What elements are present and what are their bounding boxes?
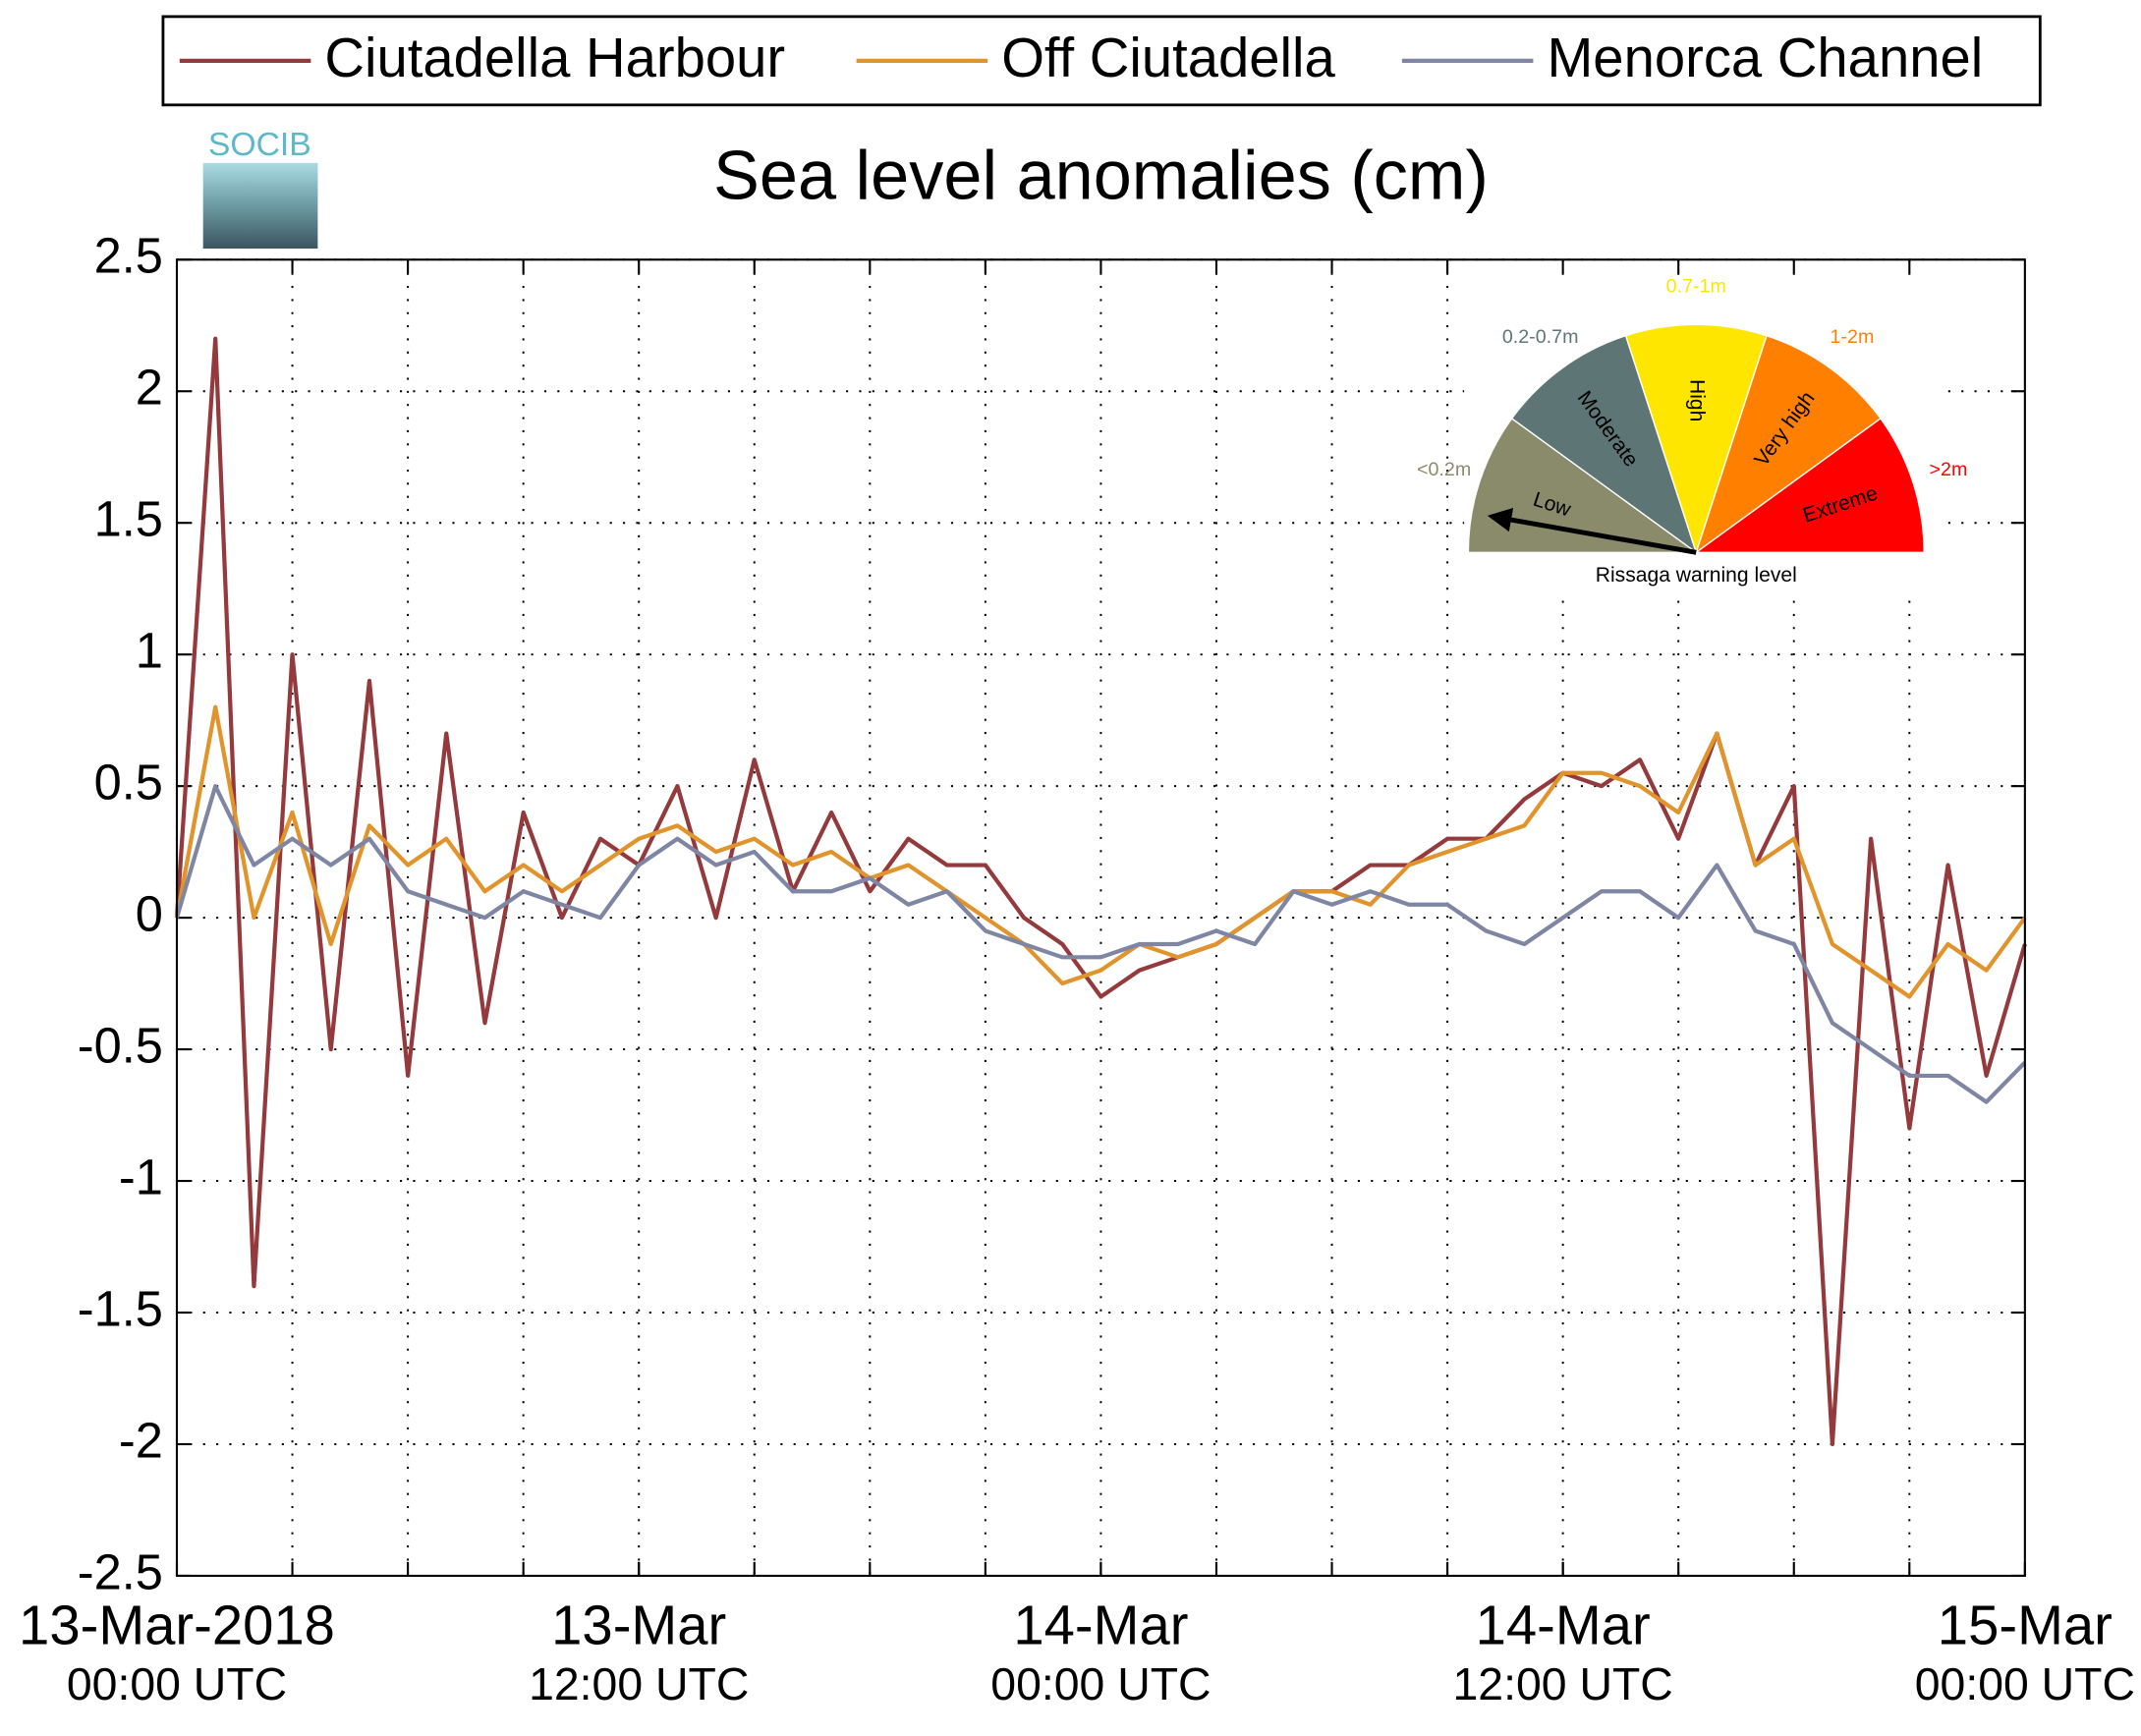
gauge-level-name: High — [1686, 379, 1709, 421]
x-tick-label: 12:00 UTC — [529, 1658, 749, 1709]
gauge-segment — [1694, 334, 1882, 555]
legend-box — [161, 15, 2042, 107]
legend-label: Off Ciutadella — [1001, 27, 1335, 88]
y-tick-label: 2 — [136, 360, 163, 416]
y-tick-label: -1 — [119, 1148, 163, 1204]
x-tick-label: 14-Mar — [1476, 1595, 1651, 1656]
y-tick-label: 1.5 — [94, 491, 163, 547]
y-tick-label: -0.5 — [78, 1017, 163, 1073]
logo-text: SOCIB — [208, 126, 311, 163]
y-tick-label: -2 — [119, 1412, 163, 1468]
series-line — [174, 784, 2027, 1104]
gauge-range-label: 0.7-1m — [1666, 276, 1726, 298]
axes-frame — [175, 258, 2026, 1577]
y-tick-label: -2.5 — [78, 1543, 163, 1599]
x-tick-label: 13-Mar — [551, 1595, 726, 1656]
y-tick-label: -1.5 — [78, 1280, 163, 1336]
gauge-range-label: 0.2-0.7m — [1502, 326, 1579, 348]
gauge-needle — [1487, 507, 1697, 555]
chart-title: Sea level anomalies (cm) — [713, 137, 1489, 214]
y-tick-label: 2.5 — [94, 228, 163, 284]
legend-label: Menorca Channel — [1547, 27, 1983, 88]
gauge-range-label: 1-2m — [1831, 326, 1875, 348]
y-tick-label: 0 — [136, 885, 163, 941]
x-tick-label: 12:00 UTC — [1453, 1658, 1673, 1709]
x-tick-label: 00:00 UTC — [990, 1658, 1211, 1709]
gauge-segment — [1694, 417, 1925, 553]
series-line — [174, 704, 2027, 999]
legend-label: Ciutadella Harbour — [324, 27, 785, 88]
gauge-segment — [1624, 323, 1768, 555]
gauge-range-label: <0.2m — [1417, 459, 1471, 480]
y-tick-label: 0.5 — [94, 754, 163, 810]
logo — [202, 162, 318, 250]
x-tick-label: 14-Mar — [1013, 1595, 1188, 1656]
x-tick-label: 00:00 UTC — [67, 1658, 287, 1709]
x-tick-label: 00:00 UTC — [1915, 1658, 2135, 1709]
gauge-caption: Rissaga warning level — [1596, 564, 1797, 587]
gauge-range-label: >2m — [1930, 459, 1968, 480]
gauge-segment — [1510, 334, 1698, 555]
gauge-segment — [1467, 417, 1699, 553]
x-tick-label: 15-Mar — [1938, 1595, 2113, 1656]
y-tick-label: 1 — [136, 623, 163, 679]
x-tick-label: 13-Mar-2018 — [19, 1595, 335, 1656]
